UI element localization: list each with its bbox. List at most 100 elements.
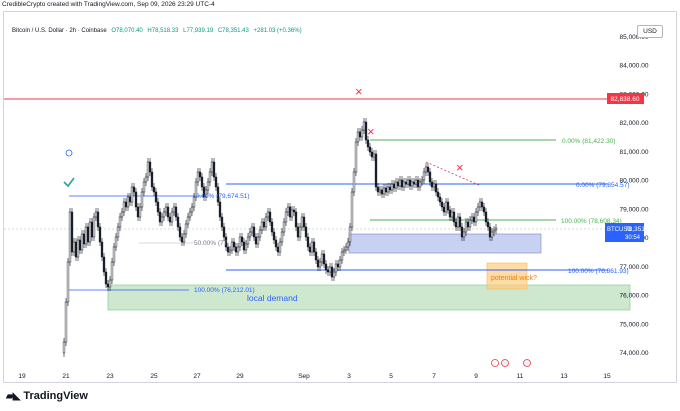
blue-support-zone[interactable] <box>348 233 542 254</box>
candle-body <box>216 186 220 203</box>
flag-marker-icon-2[interactable] <box>523 359 531 367</box>
candle-body <box>188 211 192 218</box>
candle-body <box>424 166 428 173</box>
candle-body <box>170 211 174 223</box>
candle-body <box>240 236 244 243</box>
time-tick-label: 11 <box>517 373 524 380</box>
candle-body <box>468 219 472 228</box>
candle-body <box>136 206 140 218</box>
candle-body <box>194 181 198 198</box>
candle-body <box>222 226 226 238</box>
candle-body <box>358 131 362 138</box>
candle-body <box>106 283 110 288</box>
currency-button[interactable]: USD <box>637 25 663 38</box>
candle-body <box>400 179 404 188</box>
candle-body <box>164 206 168 213</box>
candle-body <box>408 179 412 187</box>
candle-body <box>416 179 420 188</box>
candle-body <box>464 221 468 233</box>
candle-body <box>110 261 114 281</box>
candle-body <box>180 236 184 243</box>
candle-body <box>404 181 408 185</box>
candle-body <box>438 196 442 203</box>
candle-body <box>258 229 262 238</box>
time-axis[interactable]: 19 21 23 25 27 29 Sep 3 5 7 9 11 13 15 <box>18 373 611 380</box>
candle-body <box>466 221 470 228</box>
candle-body <box>470 216 474 221</box>
checkmark-icon <box>63 177 75 188</box>
info-marker-icon[interactable] <box>65 149 73 157</box>
candle-body <box>220 216 224 228</box>
candle-body <box>412 181 416 185</box>
candle-body <box>348 226 352 243</box>
candle-body <box>364 121 368 141</box>
dividend-marker-icon[interactable] <box>491 359 499 367</box>
candle-body <box>94 211 98 218</box>
candle-body <box>420 179 424 183</box>
candle-body <box>454 221 458 228</box>
candle-body <box>362 121 366 131</box>
ohlc-high: H78,518.33 <box>147 28 179 34</box>
candle-body <box>402 181 406 188</box>
candle-body <box>426 166 430 173</box>
candle-body <box>332 271 336 278</box>
fib-upper-mid-label: 0.00% (79,854.57) <box>576 182 629 189</box>
candle-body <box>168 216 172 223</box>
ohlc-low: L77,939.19 <box>183 28 214 34</box>
candle-body <box>388 186 392 191</box>
candle-body <box>252 226 256 238</box>
candle-body <box>334 263 338 273</box>
candle-body <box>272 231 276 241</box>
candle-body <box>184 223 188 235</box>
candle-body <box>318 261 322 268</box>
candle-body <box>308 246 312 253</box>
candle-body <box>104 271 108 285</box>
price-tick-label: 77,000.00 <box>620 264 649 271</box>
candle-body <box>172 206 176 213</box>
candle-body <box>294 211 298 228</box>
chart-pane[interactable]: 85,000.0084,000.0083,000.0082,000.0081,0… <box>3 11 677 383</box>
candle-body <box>372 153 376 158</box>
candle-body <box>88 221 92 243</box>
red-line-price-label: 82,838.60 <box>611 96 640 103</box>
price-tick-label: 80,000.00 <box>620 178 649 185</box>
candle-body <box>158 211 162 223</box>
price-chart[interactable]: 85,000.0084,000.0083,000.0082,000.0081,0… <box>4 12 677 383</box>
candle-body <box>434 183 438 193</box>
candle-body <box>376 186 380 193</box>
cross-mark-3: × <box>456 160 464 175</box>
candle-body <box>304 226 308 238</box>
candle-body <box>460 226 464 238</box>
countdown-label: 30:54 <box>625 235 641 241</box>
time-tick-label: 21 <box>62 373 70 380</box>
candle-body <box>384 187 388 193</box>
candle-body <box>68 211 72 263</box>
candle-body <box>162 211 166 218</box>
candle-body <box>448 209 452 218</box>
candle-body <box>350 191 354 228</box>
candle-body <box>254 236 258 245</box>
candle-body <box>242 241 246 251</box>
potential-wick-zone[interactable] <box>486 262 528 290</box>
candle-body <box>66 261 70 303</box>
candle-body <box>488 226 492 238</box>
candle-body <box>128 196 132 203</box>
flag-marker-icon-1[interactable] <box>501 359 509 367</box>
candle-body <box>212 161 216 178</box>
ticker-label: BTCUSD <box>607 227 632 233</box>
candle-body <box>206 181 210 191</box>
candle-body <box>228 249 232 253</box>
candle-body <box>132 186 136 193</box>
local-demand-zone[interactable] <box>107 284 631 311</box>
candle-body <box>326 269 330 273</box>
candle-body <box>234 246 238 253</box>
candle-body <box>230 241 234 251</box>
candle-body <box>72 241 76 253</box>
time-tick-label: 23 <box>106 373 114 380</box>
candle-body <box>396 181 400 187</box>
candle-body <box>124 201 128 208</box>
tradingview-logo[interactable]: ▰◣ TradingView <box>6 390 88 402</box>
candle-body <box>176 216 180 228</box>
candle-body <box>288 206 292 218</box>
candle-body <box>442 206 446 213</box>
